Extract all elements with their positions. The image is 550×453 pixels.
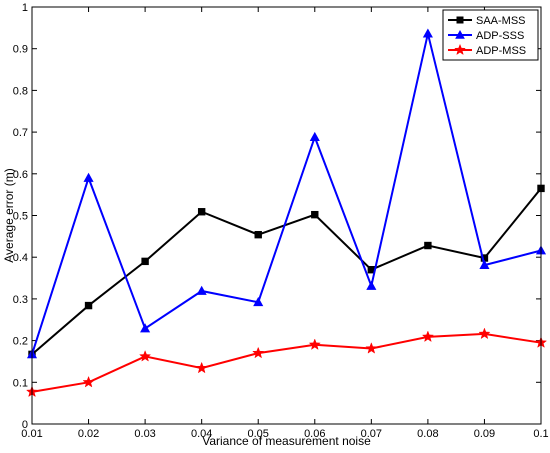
legend-item: SAA-MSS [448,15,526,27]
legend-label: ADP-SSS [476,30,524,42]
data-point [424,241,432,250]
y-tick-label: 0.8 [13,85,28,97]
data-point [253,297,264,307]
y-axis-label: Average error (m) [2,168,16,262]
legend-marker [455,29,465,39]
x-tick-label: 0.07 [361,428,382,440]
data-point [196,285,207,295]
series-line [31,33,542,355]
y-tick-label: 0.7 [13,127,28,139]
data-point [83,172,94,182]
legend-item: ADP-MSS [448,43,526,57]
data-point [478,327,491,340]
data-point [365,342,378,354]
series-line [31,187,542,356]
y-tick-label: 1 [22,2,28,14]
data-point [140,323,151,333]
legend-marker [456,16,464,24]
series-layer [25,28,548,398]
data-point [82,375,95,388]
x-tick-label: 0.04 [191,428,212,440]
data-point [84,301,93,310]
y-tick-label: 0.4 [13,252,28,264]
x-tick-label: 0.01 [21,428,42,440]
series-adp-sss [26,28,547,359]
data-point [252,346,265,359]
data-point [195,361,208,374]
y-tick-label: 0.1 [13,377,28,389]
y-tick-label: 0.3 [13,294,28,306]
data-point [422,28,433,38]
x-tick-label: 0.1 [533,428,548,440]
series-line [31,332,542,393]
plot-area-frame [31,6,542,425]
y-tick-label: 0.2 [13,336,28,348]
legend-marker [454,43,466,56]
data-point [197,208,206,216]
x-tick-label: 0.08 [417,428,438,440]
data-point [479,259,490,269]
axis-ticks: 0.01 0.02 0.03 0.04 0.05 0.06 0.07 0.08 0.09 0.1 0… [13,2,549,440]
legend-item: ADP-SSS [448,29,524,42]
data-point [308,338,321,350]
data-point [421,330,434,343]
data-point [141,257,149,266]
x-tick-label: 0.09 [474,428,495,440]
x-axis-label: Variance of measurement noise [202,434,371,448]
data-point [309,131,320,141]
y-tick-label: 0.9 [13,44,28,56]
series-saa-mss [28,184,545,359]
legend-label: SAA-MSS [476,15,526,27]
x-tick-label: 0.03 [134,428,155,440]
x-tick-label: 0.05 [248,428,269,440]
data-point [139,350,152,362]
y-tick-label: 0 [22,419,28,431]
series-adp-mss [25,327,548,398]
y-tick-label: 0.5 [13,211,28,223]
legend-label: ADP-MSS [476,45,526,57]
x-tick-label: 0.02 [78,428,99,440]
x-tick-label: 0.06 [304,428,325,440]
data-point [254,230,262,239]
data-point [311,210,319,219]
data-point [366,280,377,290]
y-tick-label: 0.6 [13,169,28,181]
legend: SAA-MSS ADP-SSS ADP-MSS [442,9,539,61]
